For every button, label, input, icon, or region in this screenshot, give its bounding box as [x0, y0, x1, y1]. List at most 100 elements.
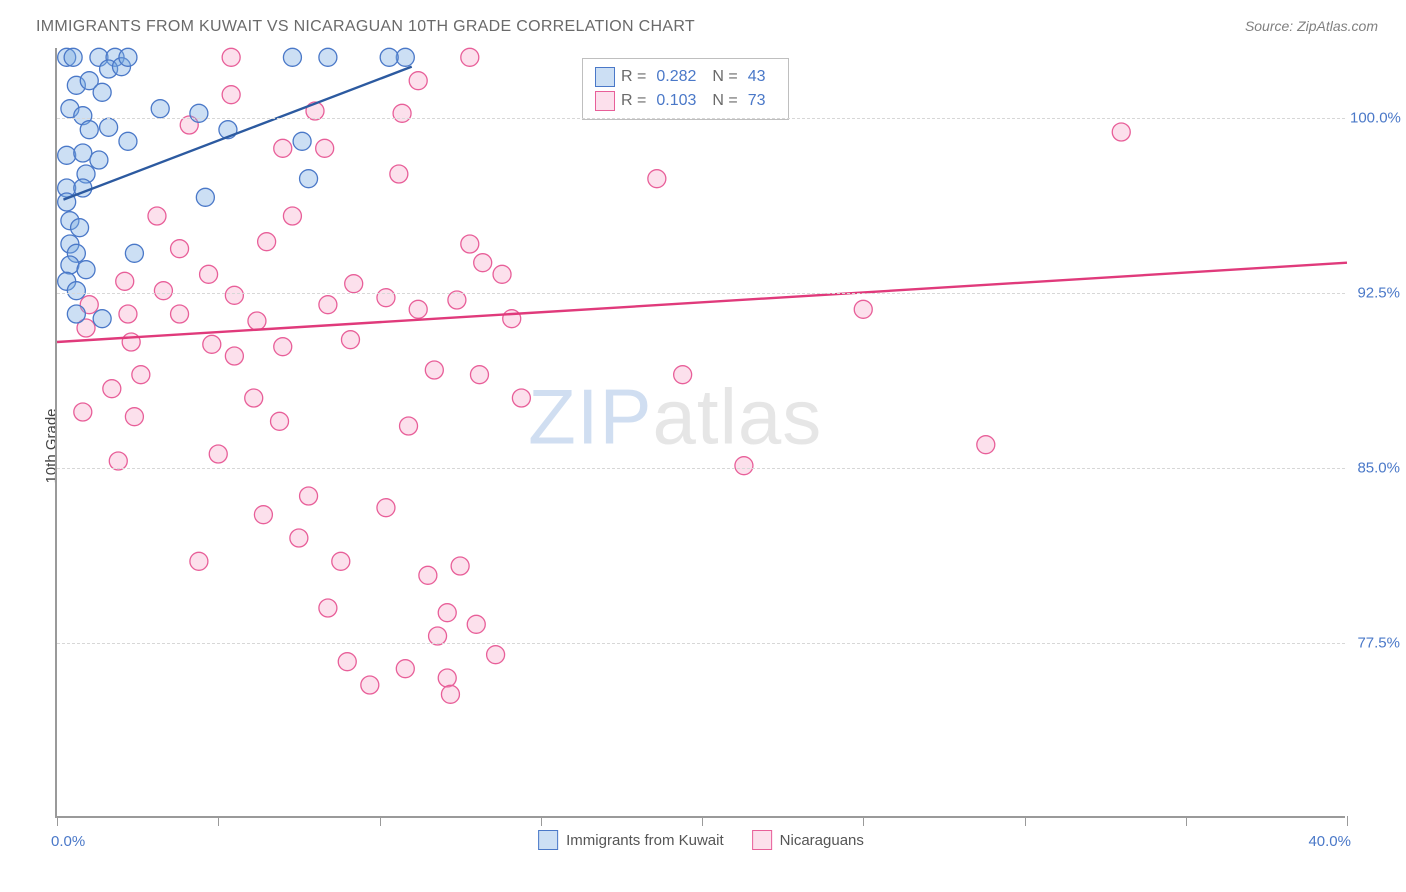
scatter-point: [190, 552, 208, 570]
scatter-point: [319, 599, 337, 617]
scatter-point: [338, 653, 356, 671]
scatter-point: [493, 265, 511, 283]
scatter-point: [258, 233, 276, 251]
scatter-point: [441, 685, 459, 703]
x-axis-min-label: 0.0%: [51, 833, 85, 850]
x-tick: [1025, 816, 1026, 826]
scatter-point: [151, 100, 169, 118]
source-attribution: Source: ZipAtlas.com: [1245, 18, 1378, 34]
scatter-point: [400, 417, 418, 435]
scatter-point: [854, 300, 872, 318]
x-tick: [380, 816, 381, 826]
scatter-point: [377, 499, 395, 517]
scatter-point: [61, 256, 79, 274]
scatter-point: [341, 331, 359, 349]
legend-series-label: Immigrants from Kuwait: [566, 832, 724, 849]
scatter-point: [438, 604, 456, 622]
x-axis-max-label: 40.0%: [1308, 833, 1351, 850]
legend-r-label: R =: [621, 68, 646, 86]
scatter-point: [377, 289, 395, 307]
scatter-point: [203, 335, 221, 353]
y-tick-label: 85.0%: [1350, 460, 1400, 477]
scatter-point: [487, 646, 505, 664]
scatter-point: [425, 361, 443, 379]
scatter-point: [119, 132, 137, 150]
legend-r-label: R =: [621, 92, 646, 110]
scatter-point: [409, 300, 427, 318]
source-name: ZipAtlas.com: [1297, 18, 1378, 34]
scatter-point: [393, 104, 411, 122]
scatter-point: [390, 165, 408, 183]
scatter-point: [248, 312, 266, 330]
trend-line: [57, 263, 1347, 342]
scatter-point: [93, 83, 111, 101]
scatter-point: [396, 660, 414, 678]
scatter-plot-area: ZIPatlas R = 0.282N = 43R = 0.103N = 73 …: [55, 48, 1345, 818]
scatter-point: [116, 272, 134, 290]
scatter-point: [209, 445, 227, 463]
source-label: Source:: [1245, 18, 1293, 34]
scatter-point: [380, 48, 398, 66]
legend-series: Immigrants from Kuwait Nicaraguans: [538, 830, 864, 850]
scatter-point: [225, 286, 243, 304]
legend-n-label: N =: [712, 68, 737, 86]
scatter-point: [316, 139, 334, 157]
scatter-point: [419, 566, 437, 584]
scatter-point: [293, 132, 311, 150]
x-tick: [1186, 816, 1187, 826]
scatter-point: [512, 389, 530, 407]
scatter-point: [67, 305, 85, 323]
legend-swatch: [752, 830, 772, 850]
scatter-point: [470, 366, 488, 384]
x-tick: [863, 816, 864, 826]
scatter-point: [461, 48, 479, 66]
gridline-h: [57, 643, 1345, 644]
scatter-point: [245, 389, 263, 407]
legend-stat-row: R = 0.103N = 73: [595, 89, 776, 113]
scatter-point: [100, 118, 118, 136]
y-tick-label: 100.0%: [1350, 110, 1400, 127]
x-tick: [57, 816, 58, 826]
scatter-point: [283, 207, 301, 225]
gridline-h: [57, 118, 1345, 119]
scatter-point: [74, 144, 92, 162]
scatter-svg: [57, 48, 1345, 816]
x-tick: [702, 816, 703, 826]
legend-swatch: [538, 830, 558, 850]
scatter-point: [77, 261, 95, 279]
gridline-h: [57, 468, 1345, 469]
legend-r-value: 0.103: [656, 92, 696, 110]
legend-swatch: [595, 91, 615, 111]
scatter-point: [171, 305, 189, 323]
scatter-point: [80, 121, 98, 139]
scatter-point: [300, 487, 318, 505]
scatter-point: [474, 254, 492, 272]
x-tick: [541, 816, 542, 826]
scatter-point: [132, 366, 150, 384]
scatter-point: [345, 275, 363, 293]
scatter-point: [125, 244, 143, 262]
scatter-point: [67, 282, 85, 300]
scatter-point: [171, 240, 189, 258]
scatter-point: [196, 188, 214, 206]
scatter-point: [451, 557, 469, 575]
scatter-point: [735, 457, 753, 475]
scatter-point: [648, 170, 666, 188]
scatter-point: [254, 506, 272, 524]
legend-series-item: Immigrants from Kuwait: [538, 830, 724, 850]
scatter-point: [119, 48, 137, 66]
legend-n-value: 73: [748, 92, 766, 110]
legend-series-label: Nicaraguans: [780, 832, 864, 849]
scatter-point: [396, 48, 414, 66]
scatter-point: [222, 86, 240, 104]
legend-series-item: Nicaraguans: [752, 830, 864, 850]
chart-title: IMMIGRANTS FROM KUWAIT VS NICARAGUAN 10T…: [36, 18, 695, 36]
scatter-point: [319, 296, 337, 314]
scatter-point: [300, 170, 318, 188]
scatter-point: [119, 305, 137, 323]
scatter-point: [74, 403, 92, 421]
scatter-point: [290, 529, 308, 547]
scatter-point: [461, 235, 479, 253]
x-tick: [1347, 816, 1348, 826]
scatter-point: [977, 436, 995, 454]
